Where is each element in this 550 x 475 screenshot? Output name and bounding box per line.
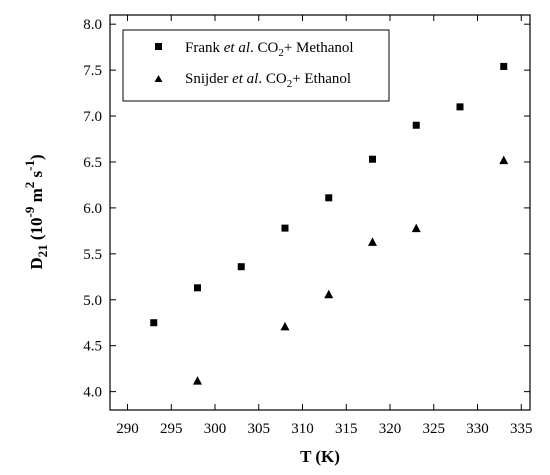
x-tick-label: 300 [204,421,227,437]
data-point-series-1 [369,155,376,163]
x-tick-label: 330 [466,421,489,437]
y-tick-label: 5.5 [83,247,102,263]
data-point-series-1 [150,319,158,327]
data-point-series-2 [280,321,290,331]
data-point-series-2 [411,223,421,233]
x-axis-label: T (K) [300,447,340,466]
y-tick-label: 7.5 [83,63,102,79]
y-tick-label: 5.0 [83,293,102,309]
data-point-series-1 [500,62,508,70]
y-axis-label: D21 (10-9 m2 s-1) [22,154,50,269]
y-tick-label: 4.0 [83,385,102,401]
data-point-series-1 [412,121,420,129]
y-tick-label: 8.0 [83,17,102,33]
x-tick-label: 290 [116,421,139,437]
legend: Frank et al. CO2+ Methanol Snijder et al… [122,29,390,102]
data-point-series-1 [281,224,289,232]
x-tick-label: 320 [379,421,402,437]
legend-box [122,29,390,102]
data-point-series-2 [368,237,377,246]
x-tick-label: 305 [248,421,271,437]
axis-ticks: 290 295 300 305 310 315 320 325 330 335 4.0 4.5 5.0 5… [83,15,533,437]
data-point-series-2 [499,155,509,165]
y-tick-label: 4.5 [83,339,102,355]
data-points [150,62,509,385]
legend-marker-series-1 [155,43,162,50]
legend-entry-series-2: Snijder et al. CO2+ Ethanol [185,71,351,90]
data-point-series-1 [194,284,201,292]
y-tick-label: 6.5 [83,155,102,171]
data-point-series-1 [237,263,245,271]
x-tick-label: 315 [335,421,358,437]
data-point-series-2 [193,376,202,385]
x-tick-label: 335 [510,421,533,437]
x-tick-label: 325 [423,421,446,437]
x-tick-label: 310 [291,421,314,437]
data-point-series-2 [324,289,334,299]
x-tick-label: 295 [160,421,183,437]
y-tick-label: 6.0 [83,201,102,217]
data-point-series-1 [325,194,333,202]
y-tick-label: 7.0 [83,109,102,125]
plot-frame [109,14,531,411]
legend-marker-series-2 [154,75,163,82]
legend-entry-series-1: Frank et al. CO2+ Methanol [185,40,354,59]
data-point-series-1 [456,103,464,111]
